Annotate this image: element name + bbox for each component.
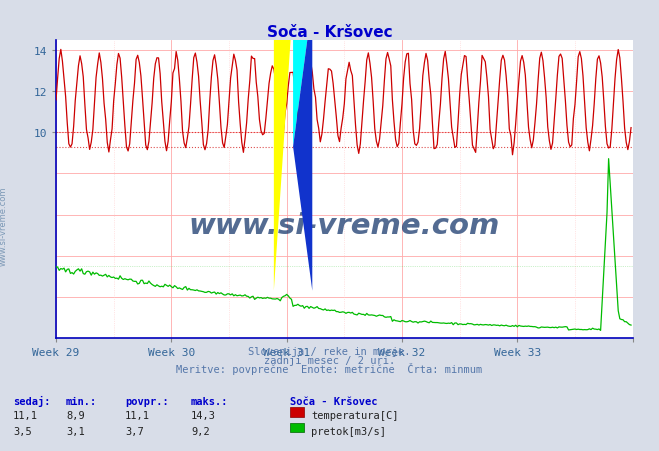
Text: min.:: min.: (66, 396, 97, 405)
Text: 3,5: 3,5 (13, 426, 32, 436)
Text: 3,7: 3,7 (125, 426, 144, 436)
Text: temperatura[C]: temperatura[C] (311, 410, 399, 420)
Text: 9,2: 9,2 (191, 426, 210, 436)
Text: www.si-vreme.com: www.si-vreme.com (188, 211, 500, 239)
Text: pretok[m3/s]: pretok[m3/s] (311, 426, 386, 436)
Text: povpr.:: povpr.: (125, 396, 169, 405)
Text: sedaj:: sedaj: (13, 395, 51, 405)
Polygon shape (274, 4, 293, 291)
Text: Soča - Kršovec: Soča - Kršovec (267, 25, 392, 40)
Text: 14,3: 14,3 (191, 410, 216, 420)
Text: 8,9: 8,9 (66, 410, 84, 420)
Text: Soča - Kršovec: Soča - Kršovec (290, 396, 378, 405)
Text: 3,1: 3,1 (66, 426, 84, 436)
Text: www.si-vreme.com: www.si-vreme.com (0, 186, 8, 265)
Text: 11,1: 11,1 (125, 410, 150, 420)
Text: 11,1: 11,1 (13, 410, 38, 420)
Text: zadnji mesec / 2 uri.: zadnji mesec / 2 uri. (264, 355, 395, 365)
Text: Meritve: povprečne  Enote: metrične  Črta: minmum: Meritve: povprečne Enote: metrične Črta:… (177, 362, 482, 374)
Polygon shape (293, 4, 312, 291)
Text: maks.:: maks.: (191, 396, 229, 405)
Polygon shape (293, 4, 312, 147)
Text: Slovenija / reke in morje.: Slovenija / reke in morje. (248, 346, 411, 356)
